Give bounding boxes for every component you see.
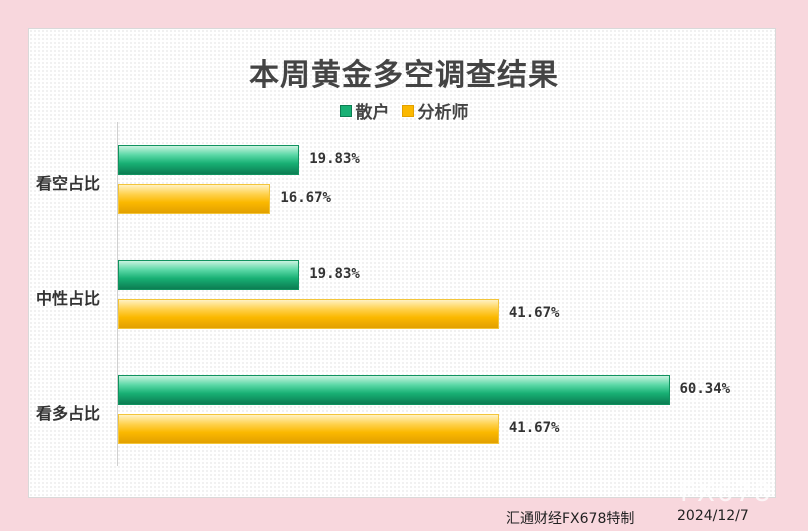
- watermark-logo: FX678: [680, 478, 773, 508]
- bar-analyst: [118, 299, 499, 329]
- category-label: 看多占比: [36, 403, 101, 423]
- bar-analyst: [118, 414, 499, 444]
- legend-swatch-retail: [339, 104, 352, 117]
- legend-label-analyst: 分析师: [417, 103, 469, 123]
- category-label: 看空占比: [36, 173, 101, 193]
- data-label: 19.83%: [309, 151, 360, 167]
- chart-legend: 散户 分析师: [0, 98, 808, 123]
- legend-swatch-analyst: [401, 104, 414, 117]
- legend-item-analyst: 分析师: [401, 98, 469, 123]
- bar-analyst: [118, 184, 271, 214]
- bar-retail: [118, 260, 300, 290]
- legend-label-retail: 散户: [355, 103, 390, 123]
- source-credit: 汇通财经FX678特制: [506, 511, 635, 527]
- data-label: 41.67%: [508, 305, 560, 321]
- bar-retail: [118, 375, 670, 405]
- data-label: 41.67%: [508, 420, 560, 436]
- bar-retail: [118, 145, 300, 175]
- legend-item-retail: 散户: [339, 98, 390, 123]
- data-label: 60.34%: [679, 381, 731, 397]
- data-label: 19.83%: [309, 266, 360, 282]
- publish-date: 2024/12/7: [677, 508, 749, 524]
- category-axis-line: [117, 122, 118, 466]
- chart-title: 本周黄金多空调查结果: [249, 58, 559, 93]
- category-label: 中性占比: [36, 288, 101, 308]
- data-label: 16.67%: [280, 190, 331, 206]
